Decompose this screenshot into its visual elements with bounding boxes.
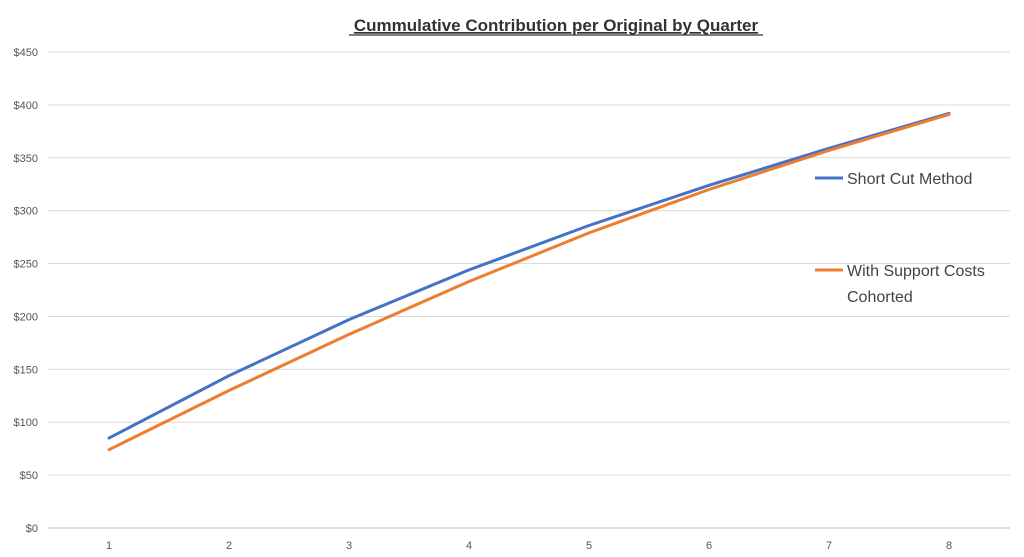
x-tick-label: 6 — [706, 540, 712, 552]
y-tick-label: $200 — [14, 311, 38, 323]
legend-entry-1: Short Cut Method — [815, 171, 972, 188]
y-tick-label: $450 — [14, 47, 38, 59]
chart-title: Cummulative Contribution per Original by… — [354, 16, 759, 35]
y-tick-label: $50 — [20, 470, 38, 482]
x-tick-label: 7 — [826, 540, 832, 552]
series-line-1 — [107, 111, 951, 440]
legend: Short Cut Method With Support Costs Cohort… — [815, 171, 985, 306]
legend-label: With Support Costs — [847, 263, 985, 280]
y-tick-label: $400 — [14, 100, 38, 112]
series-lines — [107, 111, 951, 452]
grid-lines — [48, 51, 1010, 529]
y-tick-label: $0 — [26, 523, 38, 535]
x-axis-ticks: 1 2 3 4 5 6 7 8 — [106, 540, 952, 552]
legend-label: Short Cut Method — [847, 171, 972, 188]
legend-label: Cohorted — [847, 289, 913, 306]
y-tick-label: $250 — [14, 259, 38, 271]
y-tick-label: $100 — [14, 417, 38, 429]
x-tick-label: 3 — [346, 540, 352, 552]
y-tick-label: $350 — [14, 153, 38, 165]
x-tick-label: 1 — [106, 540, 112, 552]
x-tick-label: 5 — [586, 540, 592, 552]
y-axis-ticks: $0 $50 $100 $150 $200 $250 $300 $350 $400 $450 — [14, 47, 38, 535]
y-tick-label: $150 — [14, 364, 38, 376]
y-tick-label: $300 — [14, 206, 38, 218]
legend-entry-2: With Support Costs Cohorted — [815, 263, 985, 306]
x-tick-label: 8 — [946, 540, 952, 552]
series-line-2 — [107, 112, 951, 452]
x-tick-label: 2 — [226, 540, 232, 552]
x-tick-label: 4 — [466, 540, 472, 552]
